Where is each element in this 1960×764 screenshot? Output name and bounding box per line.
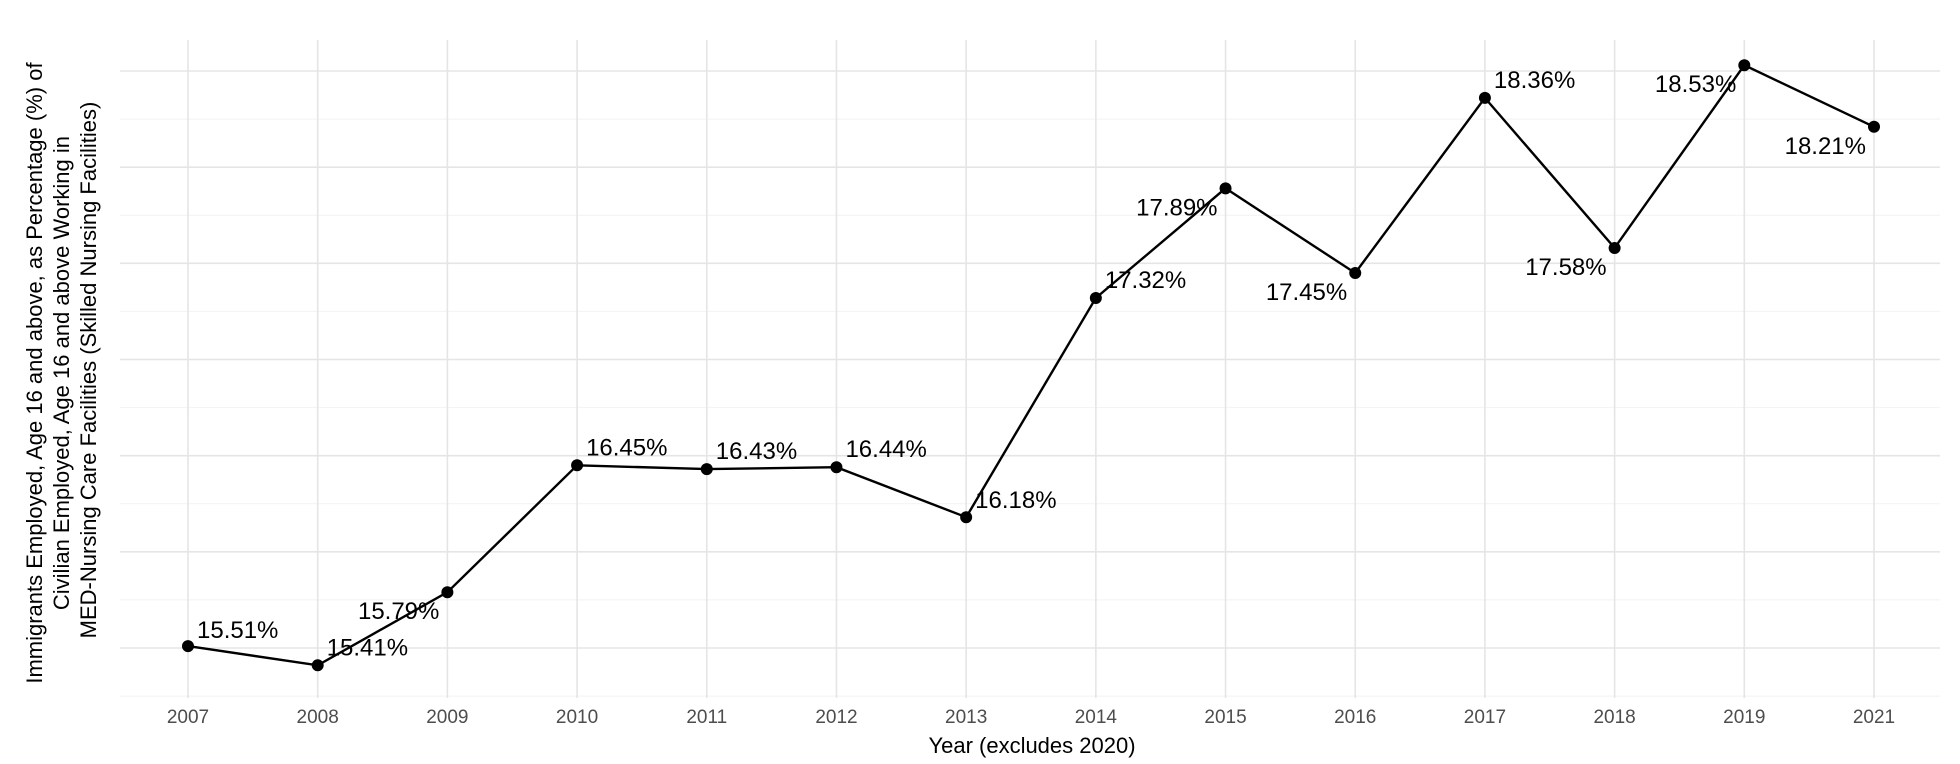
data-label-2008: 15.41%	[327, 634, 408, 661]
data-label-2014: 17.32%	[1105, 267, 1186, 294]
x-tick-label-2010: 2010	[556, 707, 598, 728]
x-tick-label-2016: 2016	[1334, 707, 1376, 728]
x-tick-label-2007: 2007	[167, 707, 209, 728]
data-point-2017	[1478, 91, 1491, 104]
data-point-2013	[960, 511, 973, 524]
data-label-2021: 18.21%	[1785, 133, 1866, 160]
data-point-2009	[441, 586, 454, 599]
data-points	[182, 59, 1880, 672]
x-tick-label-2013: 2013	[945, 707, 987, 728]
x-tick-label-2015: 2015	[1204, 707, 1246, 728]
series-line	[187, 63, 1875, 667]
data-label-2009: 15.79%	[358, 598, 439, 625]
data-label-2018: 17.58%	[1525, 254, 1606, 281]
x-tick-label-2009: 2009	[426, 707, 468, 728]
x-tick-label-2011: 2011	[686, 707, 727, 728]
data-point-2008	[311, 659, 324, 672]
grid-lines	[120, 40, 1940, 698]
data-labels: 15.51% 15.41% 15.79% 16.45% 16.43% 16.44% 16.1…	[197, 67, 1866, 661]
data-point-2018	[1608, 241, 1621, 254]
x-tick-label-2018: 2018	[1593, 707, 1635, 728]
y-axis-title-line-2: Civilian Employed, Age 16 and above Work…	[49, 136, 74, 610]
data-point-2015	[1219, 182, 1232, 195]
data-point-2016	[1349, 266, 1362, 279]
series-line-group	[187, 63, 1875, 667]
y-axis-title-line-1: Immigrants Employed, Age 16 and above, a…	[22, 62, 47, 684]
data-label-2011: 16.43%	[716, 438, 797, 465]
data-point-2011	[700, 463, 713, 476]
x-tick-label-2021: 2021	[1853, 707, 1895, 728]
x-tick-label-2017: 2017	[1464, 707, 1506, 728]
y-axis-title: Immigrants Employed, Age 16 and above, a…	[22, 56, 101, 683]
data-point-2014	[1089, 291, 1102, 304]
data-label-2019: 18.53%	[1655, 71, 1736, 98]
x-tick-label-2012: 2012	[815, 707, 857, 728]
data-point-2012	[830, 461, 843, 474]
y-axis-title-line-3: MED-Nursing Care Facilities (Skilled Nur…	[76, 102, 101, 639]
data-label-2007: 15.51%	[197, 617, 278, 644]
data-point-2010	[571, 459, 584, 472]
x-tick-label-2014: 2014	[1075, 707, 1118, 728]
x-tick-labels: 2007 2008 2009 2010 2011 2012 2013 2014 2015 2016…	[167, 707, 1895, 728]
data-point-2007	[182, 640, 194, 653]
data-label-2013: 16.18%	[975, 487, 1056, 514]
data-label-2016: 17.45%	[1266, 279, 1347, 306]
data-point-2019	[1738, 59, 1751, 72]
x-axis-title: Year (excludes 2020)	[928, 733, 1135, 758]
data-label-2015: 17.89%	[1136, 194, 1217, 221]
data-label-2010: 16.45%	[586, 434, 667, 461]
data-label-2017: 18.36%	[1494, 67, 1575, 94]
x-tick-label-2019: 2019	[1723, 707, 1765, 728]
data-label-2012: 16.44%	[845, 436, 926, 463]
data-point-2021	[1868, 120, 1880, 133]
x-tick-label-2008: 2008	[297, 707, 339, 728]
